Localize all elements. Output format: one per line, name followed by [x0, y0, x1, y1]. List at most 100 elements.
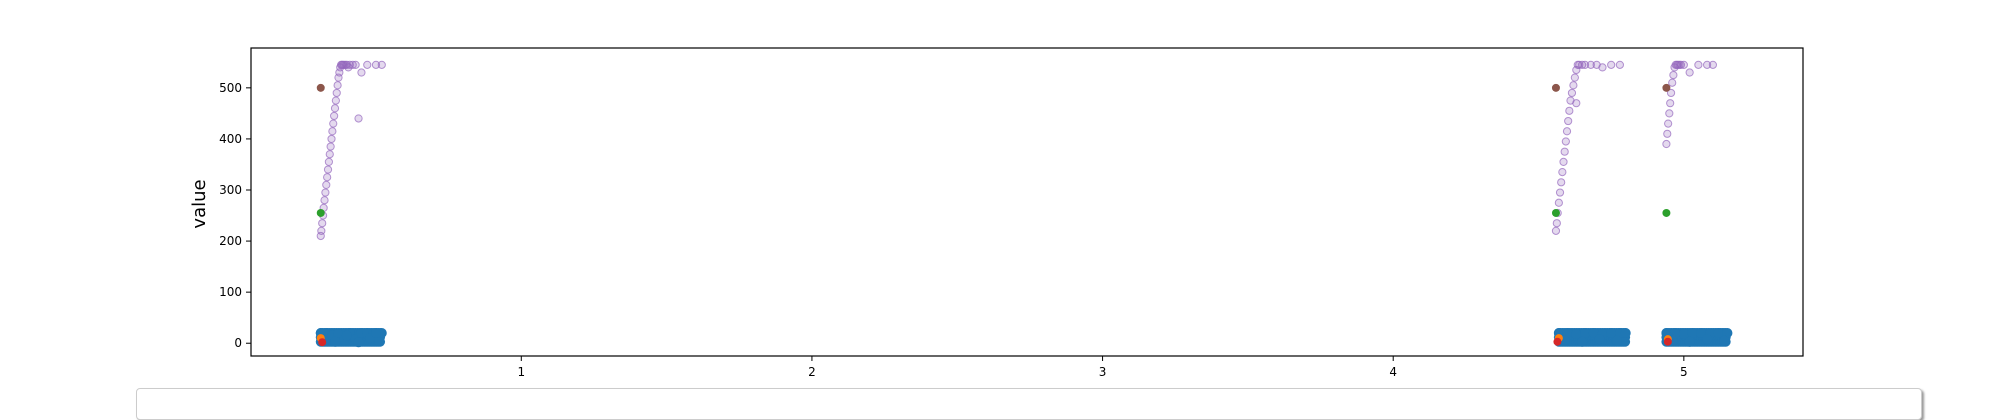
data-point [1664, 119, 1673, 128]
x-tick-label: 3 [1099, 365, 1107, 379]
data-point [1719, 335, 1730, 346]
data-point [1580, 328, 1591, 339]
data-point [1668, 78, 1677, 87]
data-point [1594, 334, 1605, 345]
data-point [329, 119, 338, 128]
data-point [370, 328, 381, 339]
y-tick-label: 500 [219, 81, 242, 95]
data-point [1553, 337, 1562, 346]
x-tick-label: 4 [1389, 365, 1397, 379]
data-point [1662, 83, 1671, 92]
data-point [1569, 81, 1578, 90]
data-point [327, 134, 336, 144]
data-point [320, 196, 329, 205]
data-point [373, 335, 384, 346]
data-point [1606, 328, 1617, 339]
data-point [1555, 188, 1565, 197]
data-point [331, 96, 340, 105]
data-point [1694, 60, 1703, 69]
data-point [322, 180, 331, 189]
data-point [1570, 73, 1579, 82]
data-point [1565, 106, 1574, 115]
data-point [318, 219, 327, 228]
data-point [323, 173, 332, 182]
y-tick-label: 200 [219, 234, 242, 248]
y-tick-label: 100 [219, 285, 242, 299]
data-point [1662, 139, 1671, 149]
data-point [1702, 334, 1713, 345]
data-point [371, 60, 381, 69]
data-point [330, 111, 339, 121]
data-point [354, 114, 363, 123]
legend [136, 388, 1922, 420]
series-1 [315, 328, 1733, 348]
data-point [1708, 60, 1718, 69]
data-point [351, 60, 360, 69]
data-point [348, 60, 357, 69]
data-point [1580, 60, 1590, 69]
data-point [325, 150, 334, 159]
data-point [363, 60, 372, 69]
data-point [1666, 99, 1675, 108]
x-tick-label: 2 [808, 365, 816, 379]
data-point [1586, 60, 1595, 69]
data-point [330, 336, 341, 347]
data-point [1557, 178, 1566, 187]
data-point [1564, 116, 1573, 126]
data-point [1607, 60, 1616, 69]
data-point [1551, 208, 1560, 217]
chart-canvas: 1 2 3 4 5 0 100 200 300 400 500 value [189, 47, 1804, 379]
data-point [1562, 328, 1573, 339]
data-point [324, 157, 333, 167]
data-point [1615, 60, 1624, 69]
data-point [1663, 337, 1672, 346]
data-point [1678, 329, 1689, 340]
data-point [1669, 70, 1678, 80]
x-tick-label: 1 [517, 365, 525, 379]
data-point [345, 60, 354, 69]
data-point [1620, 328, 1631, 339]
data-point [316, 208, 325, 217]
data-point [1567, 88, 1577, 98]
x-axis: 1 2 3 4 5 [517, 356, 1688, 379]
data-point [353, 337, 364, 348]
series-blue-band [315, 328, 1731, 347]
data-point [1575, 60, 1584, 69]
data-point [1713, 328, 1724, 339]
data-point [1662, 208, 1671, 217]
y-axis-label: value [189, 179, 210, 228]
y-tick-label: 300 [219, 183, 242, 197]
data-point [323, 165, 333, 174]
data-point [1670, 328, 1681, 339]
data-point [341, 330, 352, 341]
y-tick-label: 0 [234, 336, 242, 350]
data-point [1551, 83, 1560, 92]
data-point [1598, 63, 1607, 72]
data-point [1551, 226, 1561, 235]
x-tick-label: 5 [1680, 365, 1688, 379]
chart: 1 2 3 4 5 0 100 200 300 400 500 value [136, 47, 1922, 420]
plot-frame [250, 47, 1804, 357]
data-point [317, 226, 326, 235]
data-point [333, 81, 342, 90]
data-point [1676, 60, 1686, 69]
data-point [1663, 129, 1672, 138]
data-point [377, 60, 386, 69]
data-point [1578, 60, 1587, 69]
series-0 [316, 60, 1718, 241]
series-4 [318, 337, 1672, 347]
data-point [1561, 137, 1570, 146]
data-point [1577, 336, 1588, 347]
points-layer [315, 60, 1733, 348]
data-point [1665, 109, 1674, 118]
data-point [1702, 60, 1712, 69]
data-point [357, 68, 366, 77]
series-3 [316, 208, 1671, 217]
data-point [321, 188, 330, 197]
data-point [1611, 335, 1622, 346]
data-point [1554, 198, 1563, 207]
data-point [333, 329, 344, 340]
data-point [332, 88, 341, 98]
y-axis: 0 100 200 300 400 500 [219, 81, 251, 350]
data-point [316, 83, 325, 92]
